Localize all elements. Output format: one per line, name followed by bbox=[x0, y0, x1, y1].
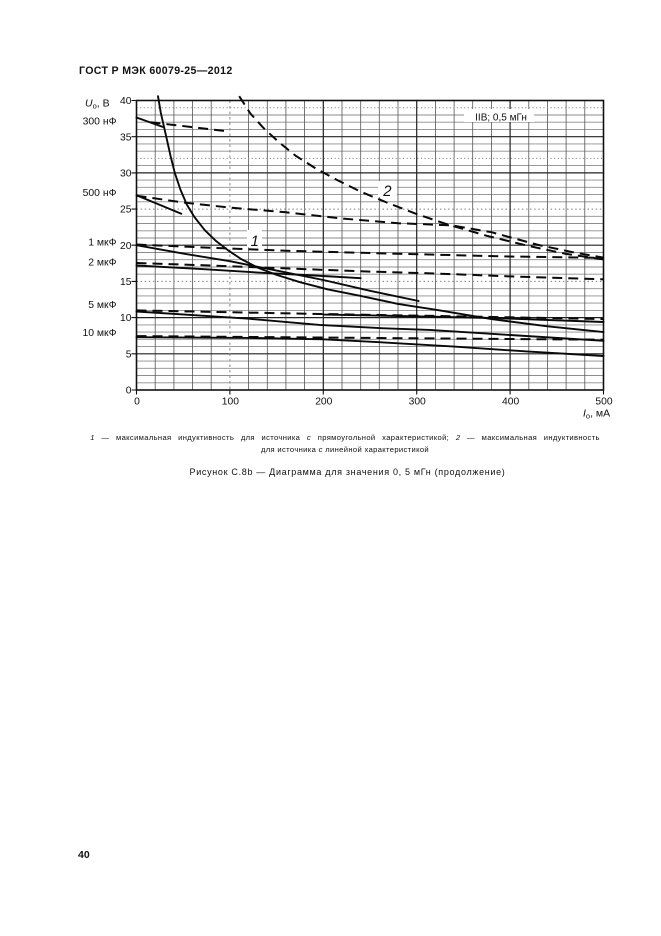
svg-text:500 нФ: 500 нФ bbox=[83, 188, 117, 199]
svg-text:10 мкФ: 10 мкФ bbox=[82, 328, 116, 339]
svg-text:5 мкФ: 5 мкФ bbox=[88, 300, 116, 311]
svg-text:300 нФ: 300 нФ bbox=[83, 117, 117, 128]
svg-text:30: 30 bbox=[120, 169, 132, 180]
svg-text:300: 300 bbox=[409, 397, 426, 408]
svg-text:100: 100 bbox=[222, 397, 239, 408]
svg-text:2 мкФ: 2 мкФ bbox=[88, 258, 116, 269]
svg-text:Uо, В: Uо, В bbox=[85, 98, 110, 111]
svg-text:5: 5 bbox=[126, 349, 132, 360]
svg-text:25: 25 bbox=[120, 205, 132, 216]
svg-text:400: 400 bbox=[502, 397, 519, 408]
svg-text:0: 0 bbox=[126, 386, 132, 397]
svg-text:10: 10 bbox=[120, 313, 132, 324]
svg-text:500: 500 bbox=[595, 397, 612, 408]
svg-text:0: 0 bbox=[134, 397, 140, 408]
svg-text:35: 35 bbox=[120, 132, 132, 143]
svg-text:20: 20 bbox=[120, 241, 132, 252]
svg-text:15: 15 bbox=[120, 277, 132, 288]
svg-text:1 мкФ: 1 мкФ bbox=[88, 238, 116, 249]
svg-text:IIB; 0,5 мГн: IIB; 0,5 мГн bbox=[475, 112, 527, 123]
svg-text:40: 40 bbox=[120, 96, 132, 107]
svg-text:200: 200 bbox=[315, 397, 332, 408]
svg-text:Iо, мА: Iо, мА bbox=[583, 408, 610, 421]
